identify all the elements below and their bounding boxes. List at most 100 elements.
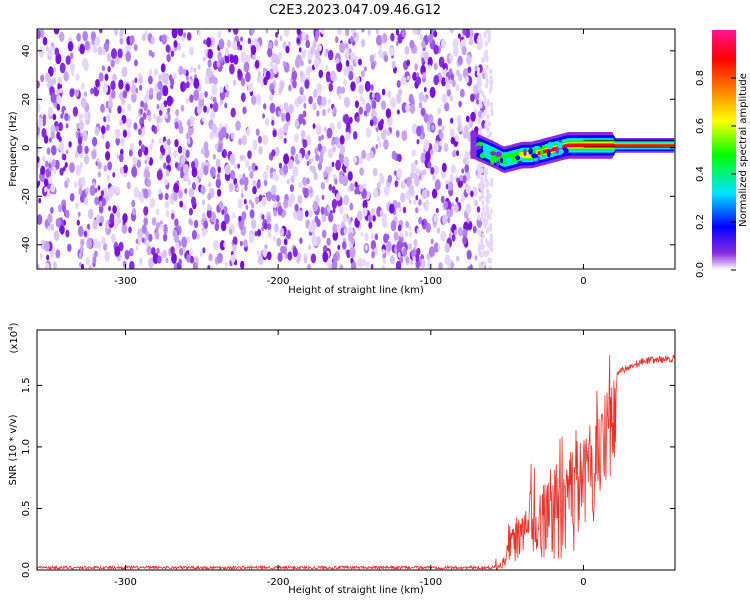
noise-speckle xyxy=(364,244,368,251)
noise-speckle xyxy=(467,265,471,269)
noise-speckle xyxy=(425,222,431,233)
noise-speckle xyxy=(47,176,52,185)
noise-speckle xyxy=(262,113,265,119)
noise-speckle xyxy=(188,218,192,225)
noise-speckle xyxy=(64,113,69,122)
noise-speckle xyxy=(343,79,347,86)
noise-speckle xyxy=(457,227,463,237)
noise-speckle xyxy=(131,80,135,86)
noise-speckle xyxy=(56,94,62,105)
noise-speckle xyxy=(277,127,284,138)
noise-speckle xyxy=(299,86,304,96)
noise-speckle xyxy=(271,119,275,126)
noise-speckle xyxy=(182,146,187,155)
noise-speckle xyxy=(210,166,216,178)
noise-speckle xyxy=(179,200,184,208)
noise-speckle xyxy=(156,90,162,101)
noise-speckle xyxy=(46,254,50,261)
noise-speckle xyxy=(416,247,421,256)
noise-speckle xyxy=(321,134,324,140)
noise-speckle xyxy=(182,203,187,211)
noise-speckle xyxy=(100,125,106,135)
noise-speckle xyxy=(139,84,143,91)
noise-speckle xyxy=(321,96,327,107)
noise-speckle xyxy=(465,203,472,215)
noise-speckle xyxy=(81,82,85,90)
noise-speckle xyxy=(434,179,441,191)
noise-speckle xyxy=(490,110,494,117)
noise-speckle xyxy=(97,161,102,170)
noise-speckle xyxy=(112,205,117,214)
noise-speckle xyxy=(111,233,116,244)
noise-speckle xyxy=(345,59,350,67)
noise-speckle xyxy=(387,174,393,184)
noise-speckle xyxy=(232,212,236,219)
noise-speckle xyxy=(408,225,412,231)
noise-speckle xyxy=(273,209,277,217)
noise-speckle xyxy=(363,110,368,117)
noise-speckle xyxy=(202,199,206,206)
noise-speckle xyxy=(435,207,439,214)
noise-speckle xyxy=(173,40,178,48)
noise-speckle xyxy=(299,237,303,244)
noise-speckle xyxy=(396,168,403,179)
noise-speckle xyxy=(484,82,489,89)
noise-speckle xyxy=(345,131,351,141)
noise-speckle xyxy=(102,48,106,56)
noise-speckle xyxy=(214,222,220,231)
noise-speckle xyxy=(187,119,191,127)
noise-speckle xyxy=(314,215,319,223)
noise-speckle xyxy=(482,67,486,74)
noise-speckle xyxy=(374,233,379,241)
noise-speckle xyxy=(294,203,299,212)
noise-speckle xyxy=(481,200,485,206)
noise-speckle xyxy=(347,171,353,182)
noise-speckle xyxy=(461,168,465,174)
noise-speckle xyxy=(139,108,143,115)
noise-speckle xyxy=(418,91,425,103)
noise-speckle xyxy=(235,120,241,131)
noise-speckle xyxy=(371,250,376,259)
noise-speckle xyxy=(412,29,417,35)
noise-speckle xyxy=(128,149,133,157)
noise-speckle xyxy=(188,207,193,216)
noise-speckle xyxy=(197,64,201,70)
noise-speckle xyxy=(224,163,231,176)
noise-speckle xyxy=(410,259,414,266)
noise-speckle xyxy=(209,103,213,109)
noise-speckle xyxy=(271,184,277,195)
noise-speckle xyxy=(149,87,154,96)
noise-speckle xyxy=(406,75,410,81)
noise-speckle xyxy=(444,102,450,112)
noise-speckle xyxy=(139,192,145,203)
noise-speckle xyxy=(243,61,250,73)
noise-speckle xyxy=(90,87,94,95)
noise-speckle xyxy=(242,106,247,115)
noise-speckle xyxy=(204,48,208,56)
noise-speckle xyxy=(331,260,338,269)
noise-speckle xyxy=(449,29,455,34)
noise-speckle xyxy=(315,29,320,38)
noise-speckle xyxy=(186,81,190,89)
noise-speckle xyxy=(117,48,123,59)
noise-speckle xyxy=(153,113,157,120)
noise-speckle xyxy=(369,119,374,127)
noise-speckle xyxy=(436,227,441,234)
noise-speckle xyxy=(236,40,241,48)
noise-speckle xyxy=(159,102,165,112)
noise-speckle xyxy=(362,98,366,106)
noise-speckle xyxy=(362,207,368,217)
noise-speckle xyxy=(318,44,322,52)
noise-speckle xyxy=(119,30,124,38)
noise-speckle xyxy=(173,182,180,194)
noise-speckle xyxy=(403,79,407,86)
noise-speckle xyxy=(267,47,273,58)
noise-speckle xyxy=(149,143,153,150)
colorbar-gradient xyxy=(712,30,736,270)
noise-speckle xyxy=(65,229,70,238)
noise-speckle xyxy=(482,183,486,190)
noise-speckle xyxy=(125,83,130,92)
noise-speckle xyxy=(367,214,372,223)
noise-speckle xyxy=(103,165,108,172)
noise-speckle xyxy=(141,237,145,243)
